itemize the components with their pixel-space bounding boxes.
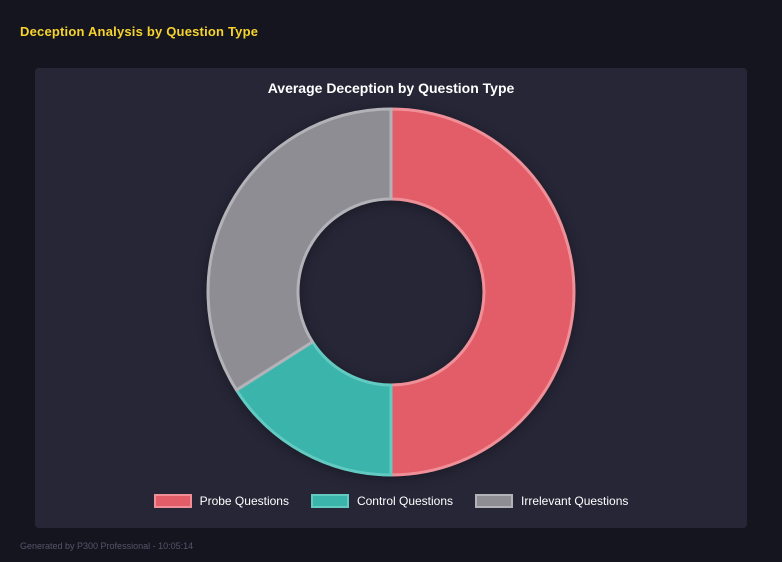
chart-title: Average Deception by Question Type xyxy=(267,80,515,96)
legend-label: Irrelevant Questions xyxy=(521,494,629,508)
donut-segment-irrelevant-questions xyxy=(206,107,393,392)
footer-text: Generated by P300 Professional - 10:05:1… xyxy=(20,541,194,551)
legend-item-probe-questions[interactable]: Probe Questions xyxy=(153,494,289,508)
legend-swatch xyxy=(310,494,349,508)
page-title: Deception Analysis by Question Type xyxy=(20,24,259,39)
legend-item-irrelevant-questions[interactable]: Irrelevant Questions xyxy=(475,494,628,508)
legend-label: Control Questions xyxy=(356,494,454,508)
legend-swatch xyxy=(153,494,192,508)
legend-label: Probe Questions xyxy=(199,494,289,508)
legend-swatch xyxy=(475,494,514,508)
donut-segment-probe-questions xyxy=(389,107,576,477)
chart-panel: Average Deception by Question Type Probe… xyxy=(35,68,747,528)
donut-segment-control-questions xyxy=(234,340,393,477)
chart-legend: Probe Questions Control Questions Irreleva… xyxy=(35,494,747,508)
legend-item-control-questions[interactable]: Control Questions xyxy=(310,494,454,508)
donut-chart xyxy=(206,107,576,477)
